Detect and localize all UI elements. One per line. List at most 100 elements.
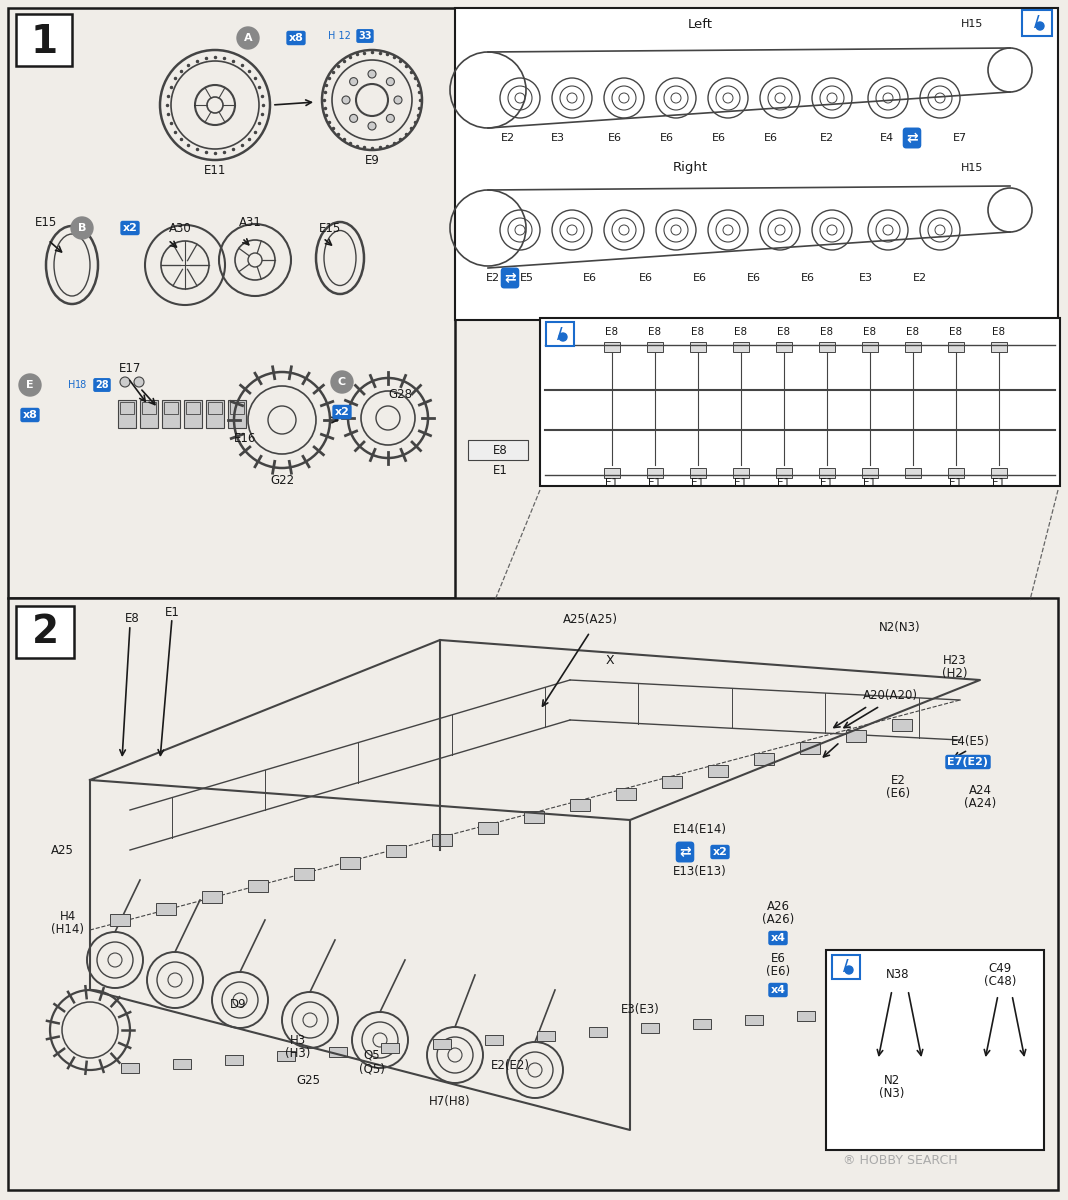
- Text: C: C: [337, 377, 346, 386]
- Bar: [294, 868, 314, 880]
- Bar: [142, 402, 156, 414]
- Bar: [826, 950, 1045, 1150]
- Bar: [206, 400, 224, 428]
- Text: /: /: [557, 326, 563, 342]
- Text: E7(E2): E7(E2): [947, 757, 989, 767]
- Bar: [733, 468, 749, 478]
- Bar: [162, 400, 180, 428]
- Circle shape: [852, 1062, 862, 1073]
- Bar: [7, 8, 455, 598]
- Text: E7: E7: [953, 133, 967, 143]
- Text: E16: E16: [234, 432, 256, 444]
- Bar: [478, 822, 498, 834]
- Text: A31: A31: [238, 216, 262, 228]
- Bar: [647, 342, 663, 352]
- Bar: [604, 468, 621, 478]
- Text: E3(E3): E3(E3): [621, 1003, 659, 1016]
- Bar: [16, 14, 72, 66]
- Text: H 12: H 12: [328, 31, 351, 41]
- Text: G28: G28: [388, 389, 412, 402]
- Bar: [225, 1055, 244, 1066]
- Bar: [892, 719, 912, 731]
- Text: ⇄: ⇄: [679, 845, 691, 859]
- Bar: [797, 1010, 815, 1021]
- Circle shape: [865, 1057, 875, 1067]
- Text: E5: E5: [520, 272, 534, 283]
- Bar: [329, 1046, 347, 1057]
- Text: E6: E6: [712, 133, 726, 143]
- Bar: [991, 342, 1007, 352]
- Bar: [832, 955, 860, 979]
- Text: E2: E2: [486, 272, 500, 283]
- Text: E1: E1: [863, 478, 877, 488]
- Text: E6: E6: [771, 952, 785, 965]
- Bar: [277, 1051, 295, 1061]
- Bar: [227, 400, 246, 428]
- Text: E6: E6: [693, 272, 707, 283]
- Text: H4: H4: [60, 910, 76, 923]
- Text: (H2): (H2): [942, 667, 968, 680]
- Bar: [381, 1043, 399, 1054]
- Text: E4(E5): E4(E5): [951, 736, 989, 749]
- Bar: [455, 8, 1058, 320]
- Bar: [16, 606, 74, 658]
- Circle shape: [237, 26, 260, 49]
- Bar: [230, 402, 244, 414]
- Bar: [819, 342, 835, 352]
- Text: E8: E8: [125, 612, 140, 624]
- Circle shape: [865, 1093, 875, 1103]
- Text: 18: 18: [75, 380, 88, 390]
- Circle shape: [1036, 22, 1045, 30]
- Circle shape: [331, 371, 354, 392]
- Text: (E6): (E6): [886, 787, 910, 800]
- Text: H3: H3: [289, 1033, 307, 1046]
- Text: E1: E1: [820, 478, 833, 488]
- Text: 33: 33: [358, 31, 372, 41]
- Text: E1: E1: [691, 478, 705, 488]
- Bar: [819, 468, 835, 478]
- Text: E6: E6: [639, 272, 653, 283]
- Text: /: /: [844, 960, 849, 974]
- Text: H15: H15: [961, 19, 984, 29]
- Circle shape: [883, 1075, 893, 1085]
- Circle shape: [134, 377, 144, 386]
- Circle shape: [349, 114, 358, 122]
- Bar: [186, 402, 200, 414]
- Bar: [1022, 10, 1052, 36]
- Text: x2: x2: [123, 223, 138, 233]
- Text: E2: E2: [913, 272, 927, 283]
- Bar: [905, 468, 921, 478]
- Text: 28: 28: [95, 380, 109, 390]
- Bar: [468, 440, 528, 460]
- Bar: [117, 400, 136, 428]
- Bar: [164, 402, 178, 414]
- Bar: [641, 1022, 659, 1033]
- Bar: [693, 1019, 711, 1028]
- Bar: [546, 322, 574, 346]
- Circle shape: [394, 96, 402, 104]
- Text: E6: E6: [747, 272, 761, 283]
- Bar: [120, 402, 134, 414]
- Bar: [862, 342, 878, 352]
- Text: E11: E11: [204, 163, 226, 176]
- Bar: [905, 342, 921, 352]
- Text: G25: G25: [296, 1074, 320, 1086]
- Text: E1: E1: [492, 463, 507, 476]
- Text: (H14): (H14): [51, 924, 84, 936]
- Text: E15: E15: [35, 216, 58, 228]
- Text: ⇄: ⇄: [504, 271, 516, 284]
- Bar: [776, 342, 792, 352]
- Circle shape: [878, 1087, 888, 1098]
- Circle shape: [559, 332, 567, 341]
- Text: ® HOBBY SEARCH: ® HOBBY SEARCH: [843, 1153, 957, 1166]
- Text: (H3): (H3): [285, 1048, 311, 1061]
- Text: (A26): (A26): [761, 913, 795, 926]
- Text: E2(E2): E2(E2): [490, 1058, 530, 1072]
- Circle shape: [368, 122, 376, 130]
- Text: (E6): (E6): [766, 966, 790, 978]
- Text: E4: E4: [880, 133, 894, 143]
- Circle shape: [847, 1075, 857, 1085]
- Text: E15: E15: [319, 222, 341, 234]
- Text: (Q5): (Q5): [359, 1062, 384, 1075]
- Text: E6: E6: [583, 272, 597, 283]
